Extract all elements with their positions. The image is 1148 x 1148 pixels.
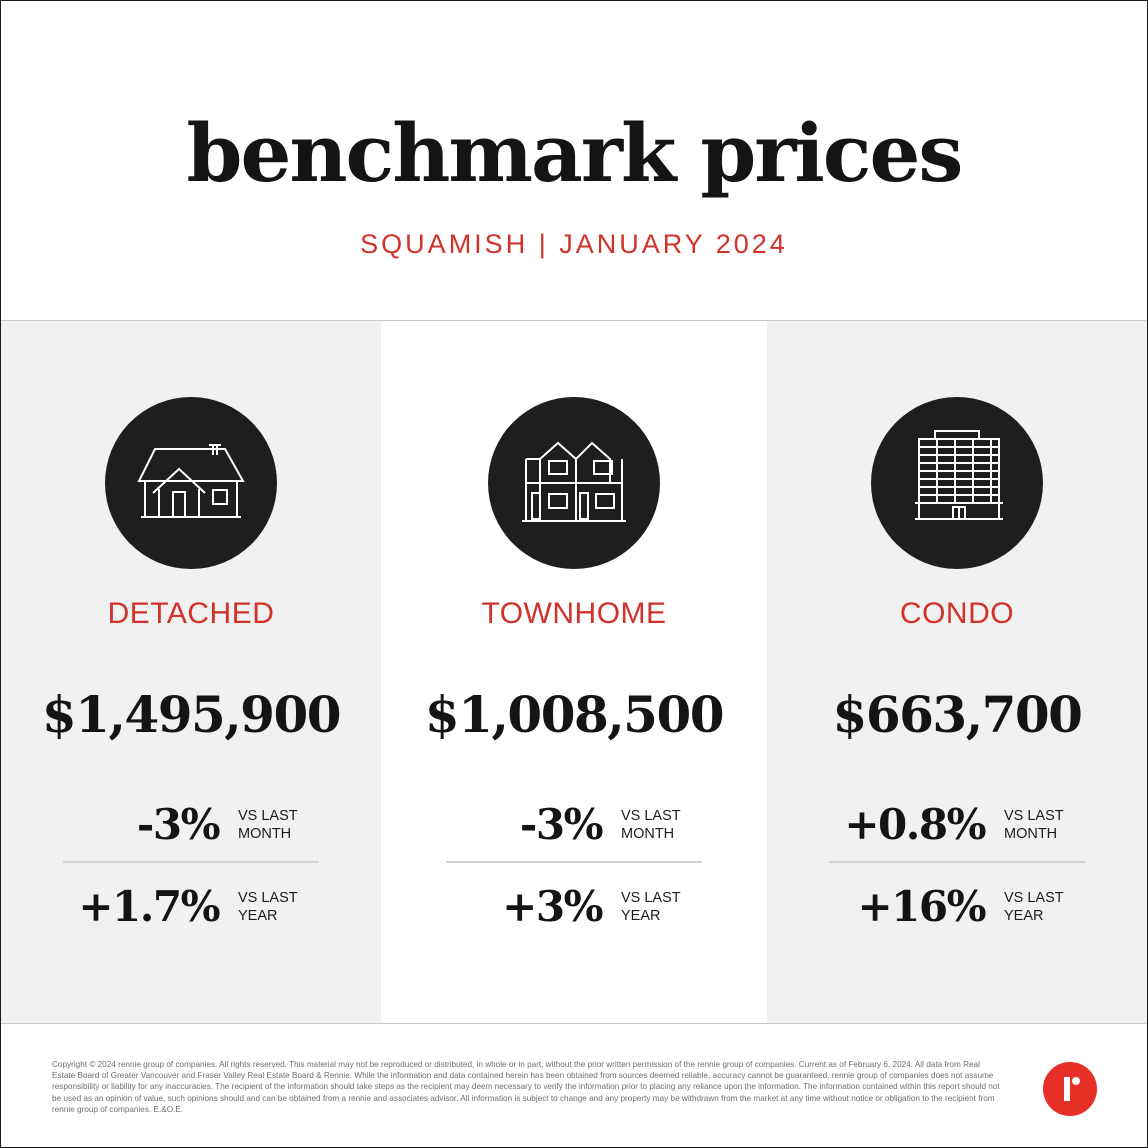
month-change-label: VS LAST MONTH — [1004, 808, 1064, 842]
year-change-label: VS LAST YEAR — [1004, 890, 1064, 924]
year-change-value: +16% — [857, 882, 986, 931]
condo-building-icon — [871, 397, 1043, 569]
benchmark-price: $663,700 — [832, 685, 1083, 744]
year-change-value: +3% — [502, 882, 603, 931]
bottom-divider — [1, 1023, 1147, 1024]
month-change-value: -3% — [136, 800, 221, 849]
year-change-value: +1.7% — [78, 882, 220, 931]
detached-house-icon — [105, 397, 277, 569]
year-change-label: VS LAST YEAR — [621, 890, 681, 924]
panel-townhome: TOWNHOME $1,008,500 -3% VS LAST MONTH +3… — [381, 321, 767, 1023]
page-subtitle: SQUAMISH | JANUARY 2024 — [360, 229, 788, 259]
property-type-label: TOWNHOME — [481, 597, 667, 630]
month-change-stat: -3% VS LAST MONTH — [381, 795, 767, 855]
month-change-value: +0.8% — [844, 800, 986, 849]
month-change-value: -3% — [519, 800, 604, 849]
month-change-label: VS LAST MONTH — [238, 808, 298, 842]
property-type-label: DETACHED — [107, 597, 275, 630]
year-change-stat: +1.7% VS LAST YEAR — [1, 877, 381, 937]
year-change-stat: +16% VS LAST YEAR — [767, 877, 1147, 937]
panel-detached: DETACHED $1,495,900 -3% VS LAST MONTH +1… — [1, 321, 381, 1023]
copyright-disclaimer: Copyright © 2024 rennie group of compani… — [52, 1060, 1000, 1114]
year-change-label: VS LAST YEAR — [238, 890, 298, 924]
rennie-logo-icon — [1043, 1062, 1097, 1116]
benchmark-price: $1,008,500 — [424, 685, 725, 744]
panel-condo: CONDO $663,700 +0.8% VS LAST MONTH +16% … — [767, 321, 1147, 1023]
year-change-stat: +3% VS LAST YEAR — [381, 877, 767, 937]
month-change-stat: -3% VS LAST MONTH — [1, 795, 381, 855]
top-divider — [1, 320, 1147, 321]
month-change-label: VS LAST MONTH — [621, 808, 681, 842]
month-change-stat: +0.8% VS LAST MONTH — [767, 795, 1147, 855]
benchmark-price: $1,495,900 — [41, 685, 342, 744]
townhome-icon — [488, 397, 660, 569]
stat-divider — [446, 861, 702, 863]
stat-divider — [829, 861, 1085, 863]
property-type-label: CONDO — [899, 597, 1015, 630]
page-title: benchmark prices — [186, 106, 964, 200]
stat-divider — [63, 861, 319, 863]
